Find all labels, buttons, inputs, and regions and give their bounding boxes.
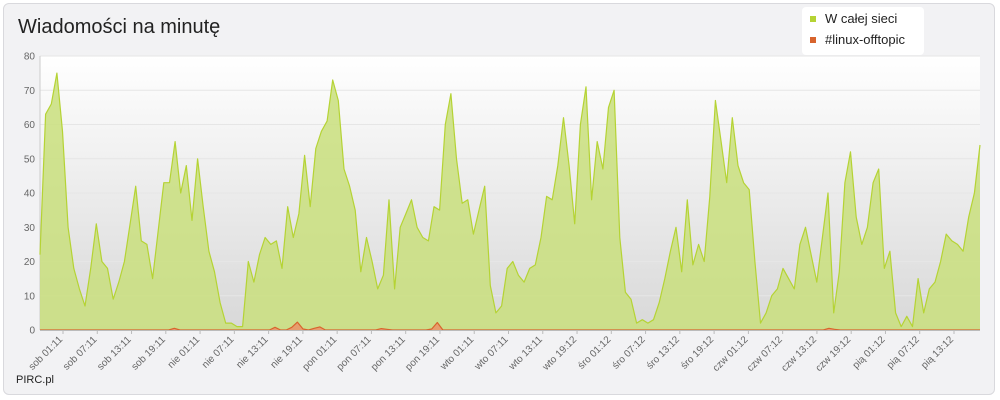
x-tick-label: pią 07:12 — [885, 334, 922, 371]
x-tick-label: nie 13:11 — [234, 334, 271, 371]
x-tick-label: śro 07:12 — [610, 334, 648, 372]
x-tick-label: sob 19:11 — [130, 334, 169, 373]
series-area-0 — [40, 73, 980, 330]
x-tick-label: pon 07:11 — [335, 334, 374, 373]
x-tick-label: wto 19:12 — [540, 334, 579, 373]
x-tick-label: śro 13:12 — [645, 334, 683, 372]
y-tick-label: 50 — [24, 154, 36, 165]
x-tick-label: czw 07:12 — [745, 334, 785, 374]
x-tick-label: czw 13:12 — [779, 334, 819, 374]
y-tick-label: 30 — [24, 223, 36, 234]
x-tick-label: nie 07:11 — [200, 334, 237, 371]
x-tick-label: sob 13:11 — [95, 334, 134, 373]
x-tick-label: pią 01:12 — [851, 334, 888, 371]
y-tick-label: 60 — [24, 120, 36, 131]
x-tick-label: pon 13:11 — [369, 334, 408, 373]
legend: W całej sieci #linux-offtopic — [802, 7, 924, 55]
credit-link[interactable]: PIRC.pl — [16, 374, 54, 386]
legend-item-linux-offtopic[interactable]: #linux-offtopic — [810, 32, 905, 47]
x-tick-label: wto 01:11 — [438, 334, 477, 373]
y-tick-label: 20 — [24, 257, 36, 268]
y-tick-label: 0 — [29, 326, 35, 337]
series-line-0 — [39, 72, 981, 328]
legend-label-linux-offtopic: #linux-offtopic — [825, 32, 905, 47]
y-tick-label: 40 — [24, 189, 36, 200]
legend-swatch-network — [810, 15, 816, 22]
y-tick-label: 80 — [24, 52, 36, 63]
y-tick-label: 10 — [24, 291, 36, 302]
x-tick-label: pon 19:11 — [403, 334, 442, 373]
x-tick-label: sob 07:11 — [61, 334, 100, 373]
x-tick-label: wto 07:11 — [472, 334, 511, 373]
x-tick-label: pon 01:11 — [301, 334, 340, 373]
x-tick-label: czw 19:12 — [814, 334, 854, 374]
y-tick-label: 70 — [24, 86, 36, 97]
x-tick-label: nie 01:11 — [166, 334, 203, 371]
series-area-1 — [40, 322, 980, 330]
x-tick-label: czw 01:12 — [711, 334, 751, 374]
chart-title: Wiadomości na minutę — [18, 16, 221, 38]
legend-label-network: W całej sieci — [825, 11, 898, 26]
legend-swatch-linux-offtopic — [810, 36, 816, 43]
x-tick-label: śro 01:12 — [576, 334, 614, 372]
x-tick-label: sob 01:11 — [27, 334, 66, 373]
x-tick-label: pią 13:12 — [919, 334, 956, 371]
legend-item-network[interactable]: W całej sieci — [810, 11, 897, 26]
x-tick-label: wto 13:11 — [506, 334, 545, 373]
